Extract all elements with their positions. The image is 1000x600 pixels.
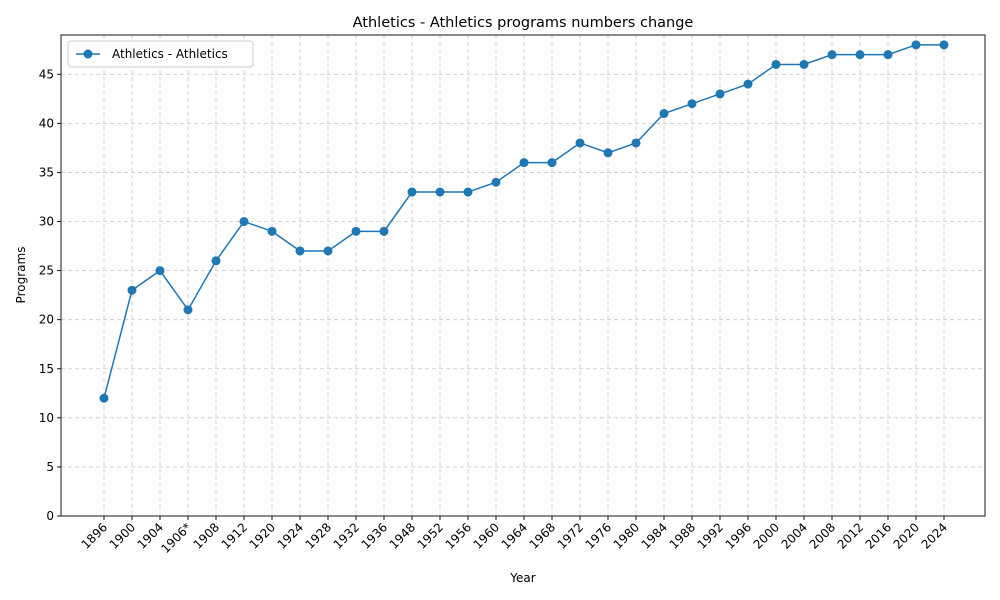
data-point (855, 50, 865, 60)
chart-title: Athletics - Athletics programs numbers c… (353, 15, 694, 31)
y-tick-label: 45 (39, 67, 54, 81)
data-point (799, 59, 809, 69)
y-tick-label: 25 (39, 264, 54, 278)
data-point (911, 40, 921, 50)
series-layer (99, 40, 949, 403)
y-tick-label: 15 (39, 362, 54, 376)
data-point (827, 50, 837, 60)
plot-frame (60, 34, 986, 517)
legend: Athletics - Athletics (67, 40, 254, 68)
y-tick-label: 40 (39, 116, 54, 130)
data-point (771, 59, 781, 69)
x-axis-label: Year (509, 571, 535, 585)
data-point (715, 89, 725, 99)
data-point (687, 99, 697, 109)
y-tick-label: 10 (39, 411, 54, 425)
data-point (939, 40, 949, 50)
data-point (435, 187, 445, 197)
data-point (659, 109, 669, 119)
y-axis-ticks: 0 5 10 15 20 25 30 35 40 45 (39, 67, 61, 523)
data-point (519, 158, 529, 168)
data-point (463, 187, 473, 197)
data-point (323, 246, 333, 256)
data-point (155, 266, 165, 276)
data-point (575, 138, 585, 148)
data-point (743, 79, 753, 89)
data-point (631, 138, 641, 148)
data-point (127, 285, 137, 295)
legend-entry-label: Athletics - Athletics (112, 47, 228, 61)
data-point (603, 148, 613, 158)
data-point (267, 226, 277, 236)
grid-lines (61, 35, 985, 517)
data-point (99, 393, 109, 403)
data-point (547, 158, 557, 168)
data-point (239, 217, 249, 227)
legend-box (67, 40, 254, 68)
y-tick-label: 35 (39, 165, 54, 179)
y-tick-label: 5 (46, 460, 54, 474)
data-point (295, 246, 305, 256)
data-point (211, 256, 221, 266)
data-point (351, 226, 361, 236)
legend-marker-swatch (83, 49, 93, 59)
data-point (491, 177, 501, 187)
y-tick-label: 20 (39, 313, 54, 327)
data-point (407, 187, 417, 197)
data-point (883, 50, 893, 60)
y-axis-label: Programs (14, 247, 28, 304)
y-tick-label: 0 (46, 509, 54, 523)
y-tick-label: 30 (39, 215, 54, 229)
data-point (183, 305, 193, 315)
data-point (379, 226, 389, 236)
